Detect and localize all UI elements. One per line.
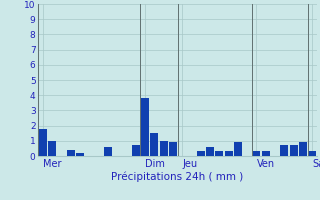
Bar	[132, 145, 140, 156]
Bar	[225, 151, 233, 156]
Bar	[262, 151, 270, 156]
Bar	[280, 145, 288, 156]
Bar	[290, 145, 298, 156]
Bar	[197, 151, 205, 156]
Bar	[39, 129, 47, 156]
Bar	[308, 151, 316, 156]
Bar	[169, 142, 177, 156]
X-axis label: Précipitations 24h ( mm ): Précipitations 24h ( mm )	[111, 172, 244, 182]
Bar	[150, 133, 158, 156]
Bar	[67, 150, 75, 156]
Bar	[48, 141, 56, 156]
Bar	[141, 98, 149, 156]
Bar	[299, 142, 307, 156]
Bar	[215, 151, 223, 156]
Bar	[206, 147, 214, 156]
Bar	[160, 141, 168, 156]
Bar	[104, 147, 112, 156]
Bar	[252, 151, 260, 156]
Bar	[234, 142, 242, 156]
Bar	[76, 153, 84, 156]
